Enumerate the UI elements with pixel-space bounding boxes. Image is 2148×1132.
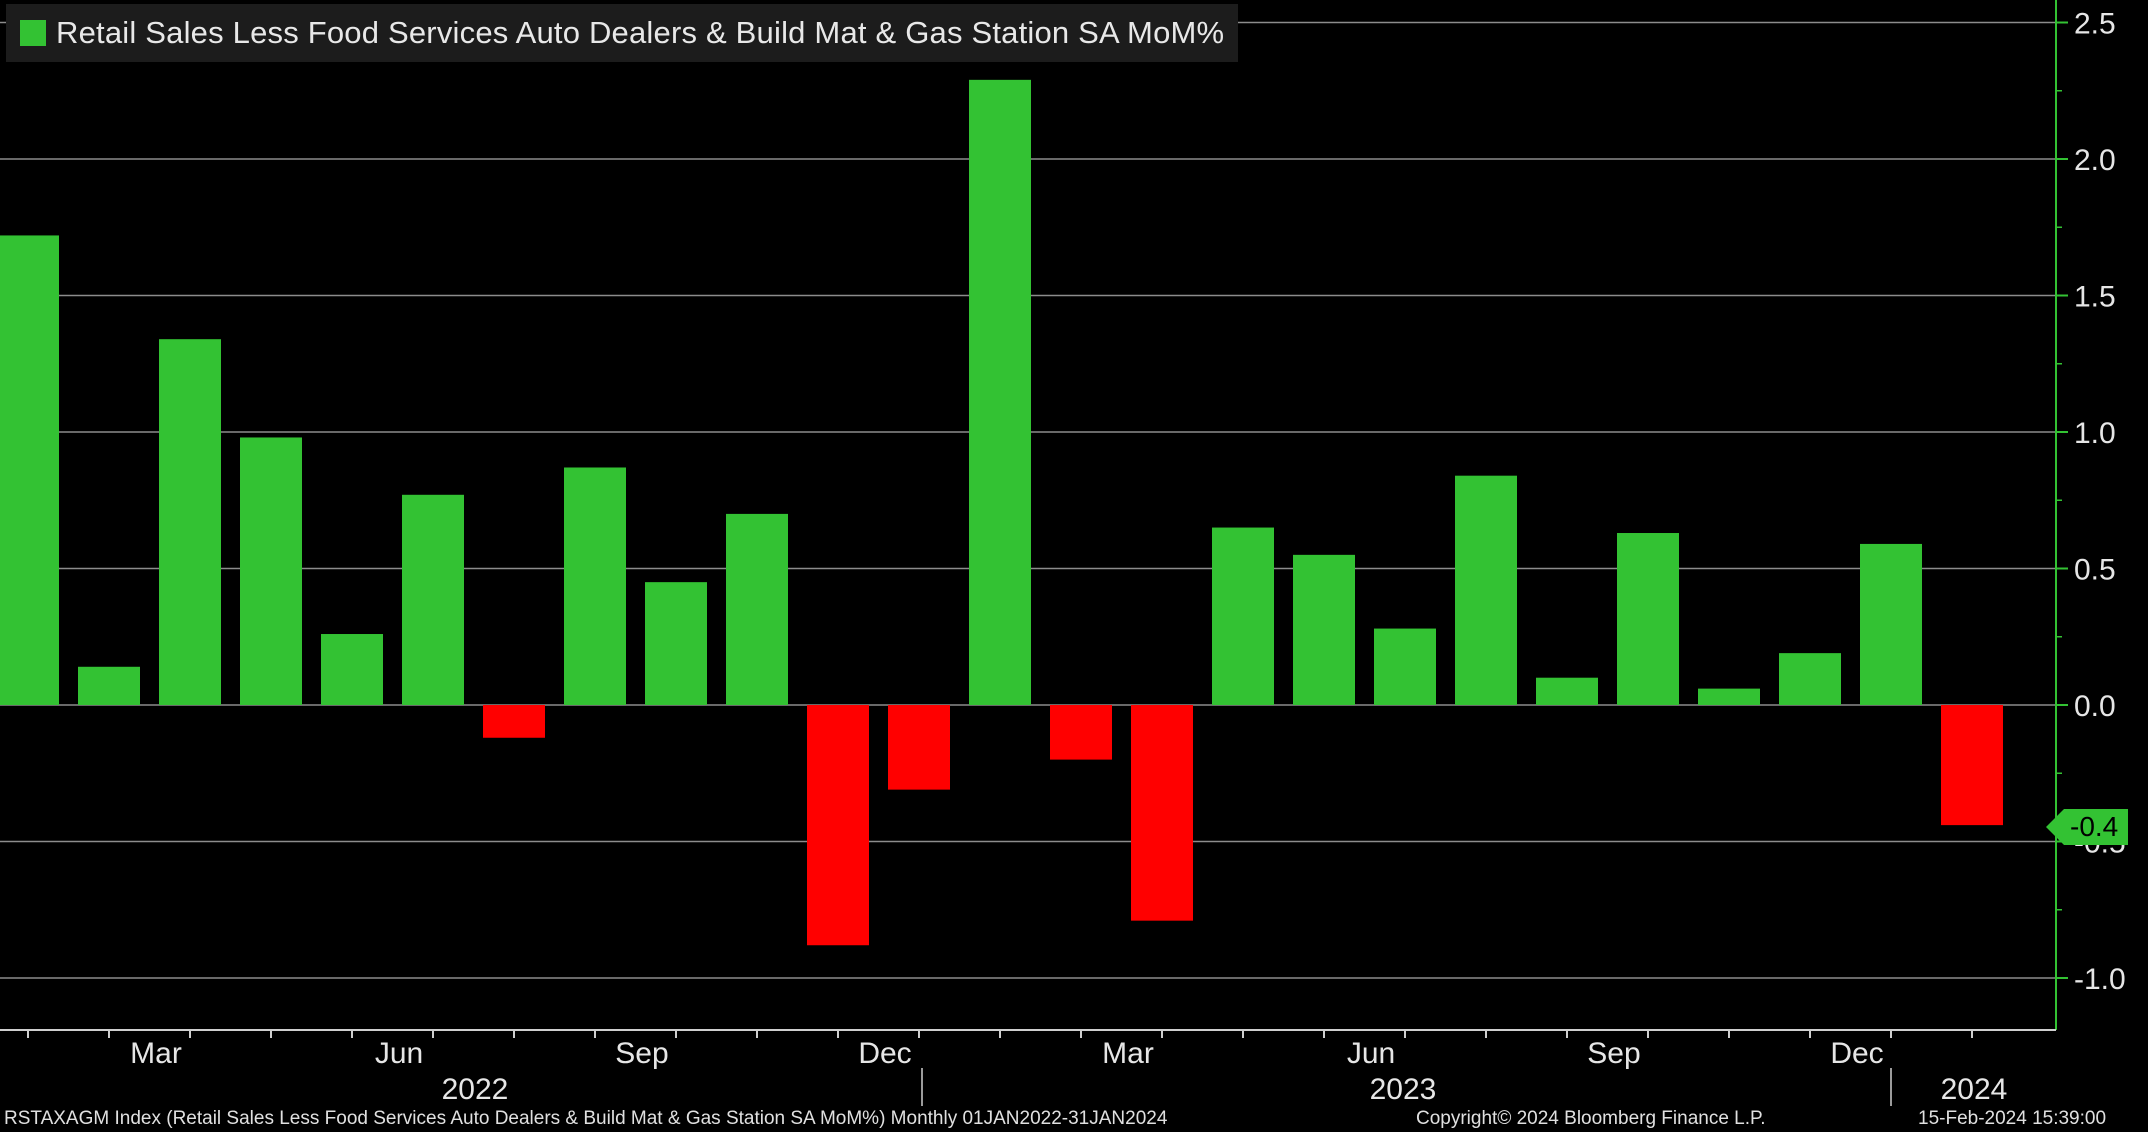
bar	[1455, 475, 1517, 705]
bar	[1779, 653, 1841, 705]
y-tick-label: 1.5	[2074, 281, 2116, 314]
bar	[1941, 705, 2003, 826]
last-value-callout: -0.4	[2045, 809, 2129, 845]
y-tick-label: 1.0	[2074, 417, 2116, 450]
last-value-label: -0.4	[2070, 811, 2119, 842]
x-month-label: Sep	[1587, 1037, 1640, 1070]
x-month-label: Mar	[130, 1037, 182, 1070]
bar	[159, 339, 221, 705]
axes: 2.52.01.51.00.50.0-0.5-1.0MarJunSepDecMa…	[0, 0, 2126, 1106]
footer-copyright: Copyright© 2024 Bloomberg Finance L.P.	[1416, 1108, 1766, 1129]
bar	[969, 79, 1031, 705]
bar	[1698, 688, 1760, 705]
y-tick-label: -1.0	[2074, 963, 2126, 996]
bar	[240, 437, 302, 705]
y-tick-label: 2.0	[2074, 144, 2116, 177]
bar	[1536, 677, 1598, 705]
x-month-label: Sep	[615, 1037, 668, 1070]
legend-label: Retail Sales Less Food Services Auto Dea…	[56, 15, 1225, 50]
bar	[1374, 628, 1436, 705]
bar	[645, 582, 707, 705]
x-year-label: 2022	[442, 1073, 509, 1106]
bar	[78, 666, 140, 705]
bar	[321, 634, 383, 705]
legend-swatch	[20, 20, 46, 46]
bar-chart: 2.52.01.51.00.50.0-0.5-1.0MarJunSepDecMa…	[0, 0, 2126, 1106]
bar	[402, 494, 464, 705]
bar	[0, 235, 59, 705]
x-month-label: Mar	[1102, 1037, 1154, 1070]
bar	[888, 705, 950, 790]
bar	[483, 705, 545, 738]
bar	[807, 705, 869, 946]
bar	[1293, 554, 1355, 705]
x-year-label: 2024	[1941, 1073, 2008, 1106]
bar	[1050, 705, 1112, 760]
bars	[0, 79, 2003, 946]
x-month-label: Dec	[1830, 1037, 1883, 1070]
x-month-label: Dec	[858, 1037, 911, 1070]
y-tick-label: 0.0	[2074, 690, 2116, 723]
x-month-label: Jun	[375, 1037, 423, 1070]
bar	[726, 513, 788, 705]
footer-source: RSTAXAGM Index (Retail Sales Less Food S…	[4, 1108, 1168, 1129]
bar	[1212, 527, 1274, 705]
footer-timestamp: 15-Feb-2024 15:39:00	[1918, 1108, 2107, 1129]
bar	[1617, 533, 1679, 705]
bar	[564, 467, 626, 705]
x-month-label: Jun	[1347, 1037, 1395, 1070]
x-year-label: 2023	[1370, 1073, 1437, 1106]
bar	[1860, 543, 1922, 705]
y-tick-label: 0.5	[2074, 554, 2116, 587]
legend: Retail Sales Less Food Services Auto Dea…	[6, 4, 1239, 62]
y-tick-label: 2.5	[2074, 8, 2116, 41]
bar	[1131, 705, 1193, 921]
